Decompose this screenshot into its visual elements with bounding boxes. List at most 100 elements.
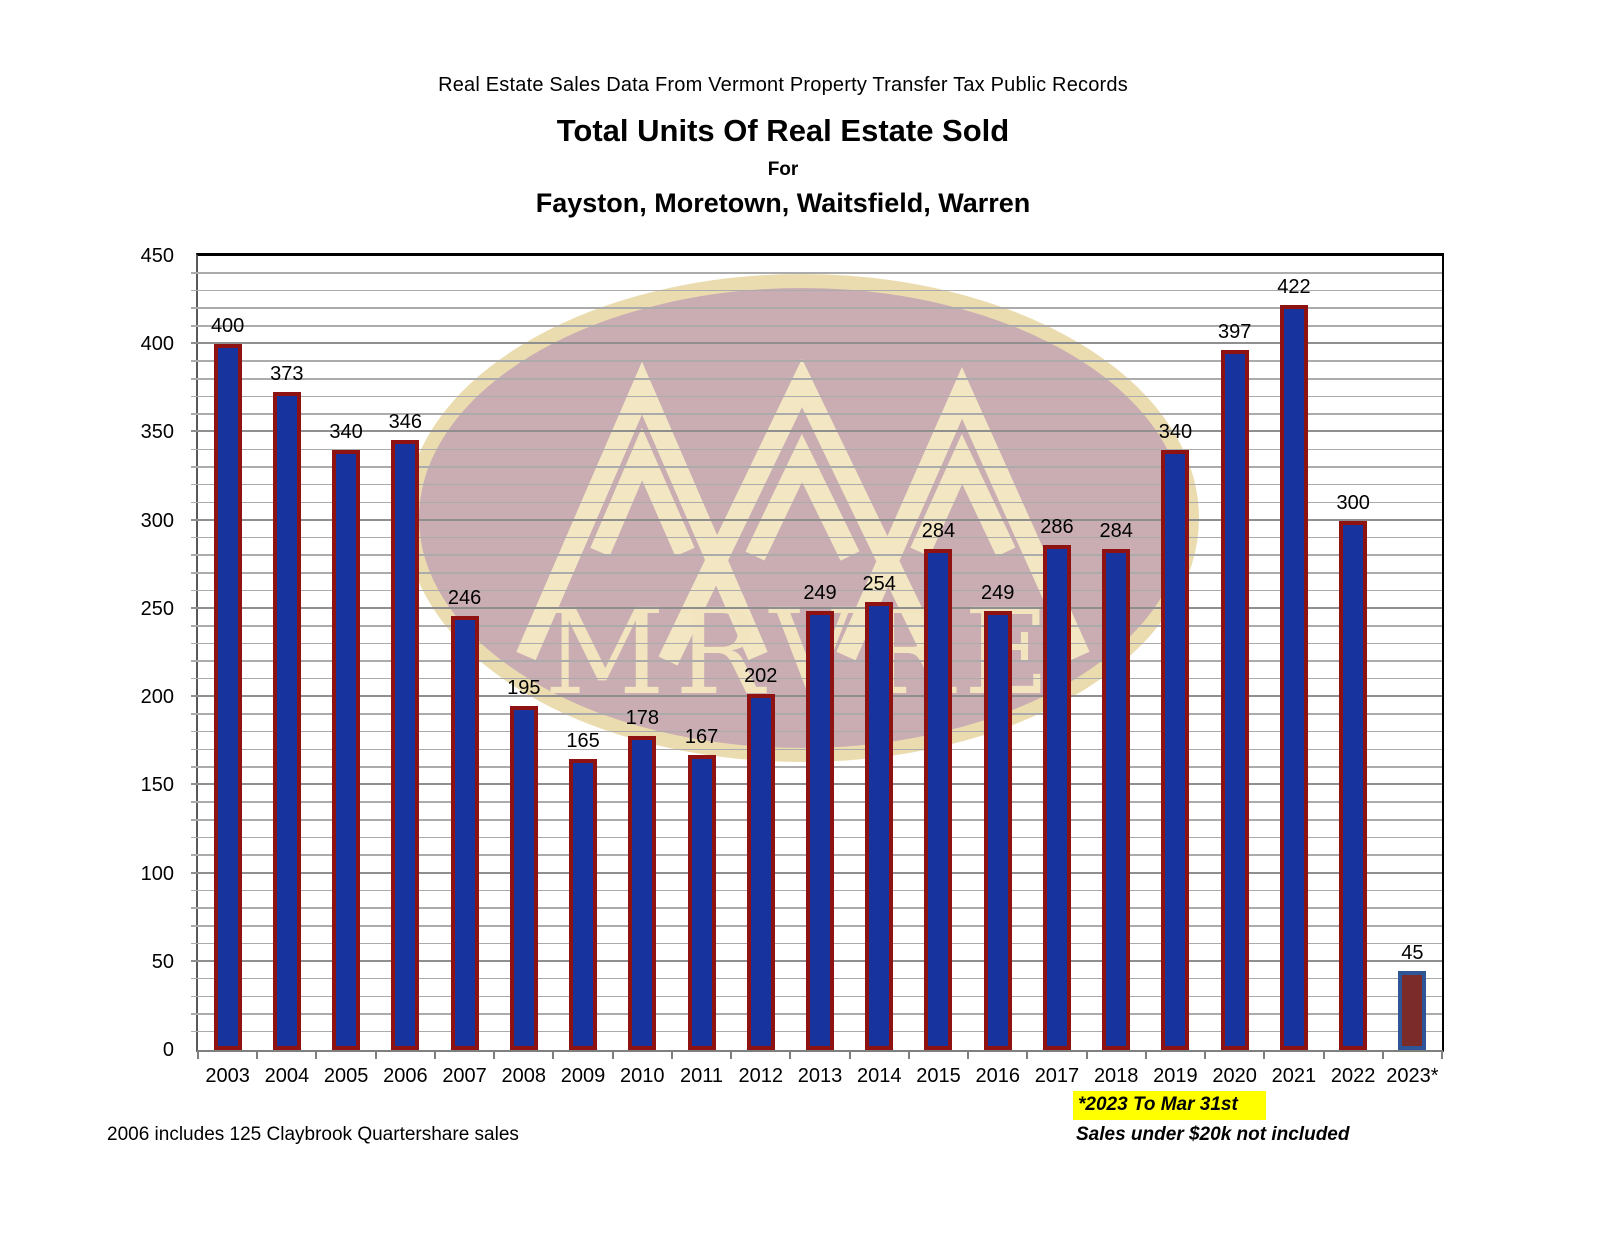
x-axis-tick — [730, 1050, 733, 1059]
x-axis-tick — [1263, 1050, 1266, 1059]
bar-2003 — [213, 344, 242, 1050]
bar-value-label: 286 — [1040, 516, 1074, 539]
x-axis-label: 2006 — [383, 1065, 428, 1087]
bar-value-label: 195 — [507, 676, 541, 699]
x-axis-label: 2013 — [797, 1065, 843, 1087]
bar-value-label: 397 — [1217, 320, 1252, 343]
x-axis-tick — [493, 1050, 496, 1059]
chart-title: Total Units Of Real Estate Sold — [556, 113, 1010, 148]
x-axis-label: 2009 — [560, 1065, 606, 1087]
x-axis-label: 2021 — [1271, 1065, 1317, 1087]
bar-value-label: 340 — [329, 421, 363, 444]
for-label: For — [767, 159, 799, 180]
x-axis-tick — [256, 1050, 259, 1059]
bar-value-label: 284 — [921, 519, 956, 542]
y-axis-label: 50 — [151, 950, 174, 973]
x-axis-label: 2010 — [620, 1065, 665, 1087]
bar-2005 — [332, 450, 361, 1050]
bar-value-label: 249 — [981, 581, 1015, 604]
x-axis-label: 2004 — [264, 1065, 310, 1087]
chart-subtitle: Fayston, Moretown, Waitsfield, Warren — [535, 188, 1031, 218]
bar-2010 — [628, 735, 657, 1050]
x-axis-tick — [907, 1050, 910, 1059]
x-axis-label: 2005 — [323, 1065, 369, 1087]
y-axis-label: 300 — [140, 509, 174, 532]
x-axis-tick — [315, 1050, 318, 1059]
bar-2018 — [1102, 548, 1131, 1050]
footnote-2023-asterisk: *2023 To Mar 31st — [1073, 1091, 1266, 1120]
bar-value-label: 167 — [684, 726, 719, 749]
bar-value-label: 340 — [1158, 421, 1193, 444]
x-axis-label: 2015 — [916, 1065, 961, 1087]
x-axis-tick — [1026, 1050, 1029, 1059]
y-axis-label: 200 — [140, 686, 174, 709]
footnote-sales-under-20k: Sales under $20k not included — [1076, 1124, 1350, 1145]
bar-2012 — [746, 693, 775, 1050]
x-axis-tick — [967, 1050, 970, 1059]
y-axis-label: 100 — [140, 862, 174, 885]
x-axis-tick — [611, 1050, 614, 1059]
x-axis-label: 2014 — [856, 1065, 902, 1087]
chart-header: Real Estate Sales Data From Vermont Prop… — [0, 74, 1566, 219]
bar-value-label: 249 — [803, 581, 837, 604]
x-axis-label: 2016 — [975, 1065, 1020, 1087]
gridline-minor — [191, 272, 1442, 274]
bar-value-label: 346 — [388, 410, 423, 433]
bar-2020 — [1220, 349, 1249, 1050]
x-axis-tick — [1144, 1050, 1147, 1059]
x-axis-label: 2017 — [1034, 1065, 1080, 1087]
bar-value-label: 373 — [270, 362, 304, 385]
x-axis-tick — [1441, 1050, 1443, 1059]
x-axis-label: 2012 — [738, 1065, 784, 1087]
x-axis-tick — [1204, 1050, 1207, 1059]
x-axis-tick — [197, 1050, 199, 1059]
bar-value-label: 300 — [1336, 491, 1370, 514]
highlighted-note: *2023 To Mar 31st — [1073, 1091, 1266, 1120]
bar-2015 — [924, 548, 953, 1050]
source-line: Real Estate Sales Data From Vermont Prop… — [438, 74, 1128, 96]
bar-2007 — [450, 615, 479, 1050]
x-axis-label: 2023* — [1386, 1065, 1439, 1087]
bar-value-label: 246 — [447, 586, 482, 609]
plot-area: MRVRE 400 373 340 346 246 195 165 178 167 202 249 2… — [141, 245, 1444, 1087]
x-axis-label: 2018 — [1093, 1065, 1139, 1087]
bar-value-label: 45 — [1401, 941, 1424, 964]
bar-2014 — [865, 601, 894, 1050]
x-axis-tick — [670, 1050, 673, 1059]
bar-value-label: 284 — [1099, 519, 1133, 542]
y-axis-label: 150 — [140, 774, 174, 797]
bar-2011 — [687, 755, 716, 1050]
x-axis-tick — [552, 1050, 555, 1059]
footnote-claybrook: 2006 includes 125 Claybrook Quartershare… — [107, 1124, 519, 1145]
bar-value-label: 400 — [210, 315, 245, 338]
bar-2008 — [509, 705, 538, 1050]
bar-2016 — [983, 610, 1012, 1050]
bar-value-label: 165 — [566, 729, 600, 752]
x-axis-tick — [374, 1050, 377, 1059]
x-axis-label: 2019 — [1153, 1065, 1198, 1087]
x-axis-tick — [1381, 1050, 1384, 1059]
x-axis-tick — [848, 1050, 851, 1059]
bar-2017 — [1042, 545, 1071, 1050]
bar-2009 — [569, 758, 598, 1050]
x-axis-label: 2008 — [501, 1065, 547, 1087]
x-axis-label: 2022 — [1330, 1065, 1376, 1087]
y-axis-label: 400 — [140, 333, 174, 356]
bar-2022 — [1339, 520, 1368, 1050]
x-axis-label: 2011 — [680, 1065, 724, 1087]
y-axis-label: 0 — [162, 1039, 174, 1061]
bar-2006 — [391, 439, 420, 1050]
x-axis-tick — [433, 1050, 436, 1059]
bars-layer: 400 373 340 346 246 195 165 178 167 202 249 254 284 2… — [198, 256, 1442, 1050]
bar-value-label: 422 — [1277, 276, 1311, 299]
x-axis-tick — [1322, 1050, 1325, 1059]
x-axis-tick — [789, 1050, 792, 1059]
y-axis-label: 350 — [140, 421, 174, 444]
bar-2021 — [1279, 305, 1308, 1050]
bar-2019 — [1161, 450, 1190, 1050]
y-axis-label: 250 — [140, 597, 174, 620]
x-axis-label: 2003 — [205, 1065, 250, 1087]
bar-value-label: 254 — [862, 572, 896, 595]
x-axis-label: 2020 — [1212, 1065, 1257, 1087]
